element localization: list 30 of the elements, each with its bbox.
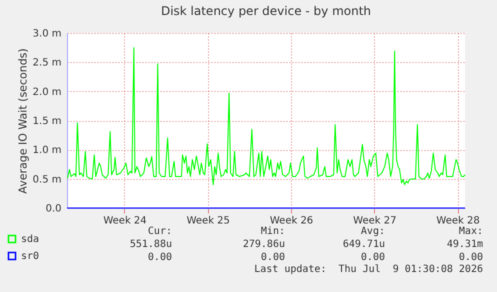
y-axis-title: Average IO Wait (seconds) <box>16 48 30 194</box>
text: Min: <box>260 226 285 237</box>
text: 649.71u <box>342 239 385 250</box>
x-tick-label: Week 24 <box>103 216 147 226</box>
x-tick-label: Week 28 <box>436 216 480 226</box>
y-tick-label: 1.5 m <box>32 116 62 127</box>
text: Avg: <box>360 226 385 237</box>
chart-title: Disk latency per device - by month <box>160 4 372 18</box>
x-tick-label: Week 25 <box>186 216 230 226</box>
legend-label: sda <box>21 234 40 245</box>
text: 0.00 <box>458 252 483 263</box>
text: 0.00 <box>360 252 385 263</box>
text: 551.88u <box>130 239 172 250</box>
x-tick-label: Week 27 <box>353 216 396 226</box>
y-tick-label: 0.0 <box>46 204 62 214</box>
y-tick-label: 2.5 m <box>32 58 62 69</box>
legend-label: sr0 <box>21 251 40 262</box>
y-tick-label: 3.0 m <box>32 28 62 40</box>
x-tick-label: Week 26 <box>270 216 314 226</box>
text: 0.00 <box>260 252 285 263</box>
y-tick-label: 1.0 m <box>32 145 62 156</box>
line-series <box>66 47 466 186</box>
text: Cur: <box>148 226 172 237</box>
text: Max: <box>458 226 483 237</box>
text: 49.31m <box>446 239 483 250</box>
y-tick-label: 2.0 m <box>32 86 62 98</box>
y-tick-label: 0.5 m <box>32 174 62 186</box>
text: 279.86u <box>242 239 285 250</box>
text: Last update: Thu Jul 9 01:30:08 2026 <box>254 264 483 275</box>
text: 0.00 <box>148 252 172 263</box>
